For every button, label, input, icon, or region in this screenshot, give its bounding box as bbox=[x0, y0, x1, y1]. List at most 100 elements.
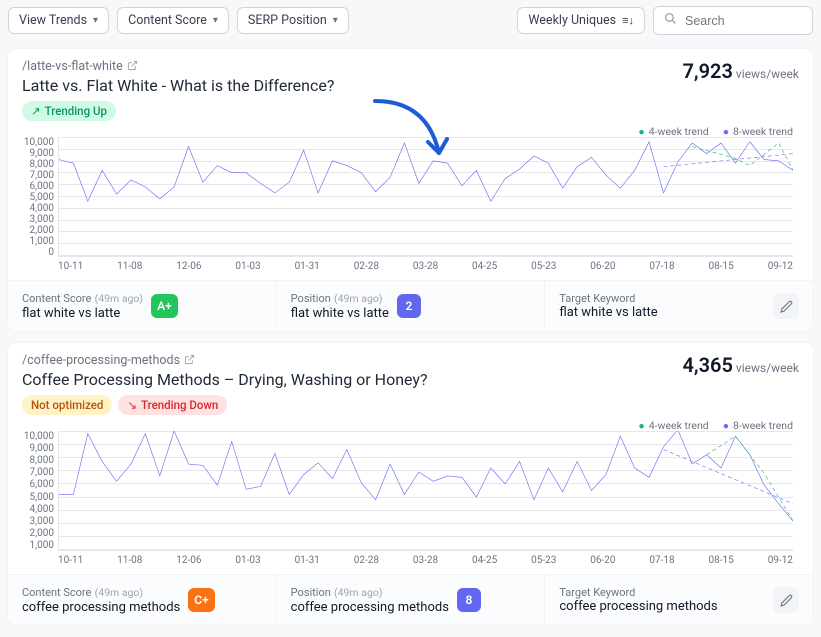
views-number: 4,365 bbox=[683, 353, 733, 377]
status-badge: Not optimized bbox=[22, 395, 112, 415]
status-badge: ↗Trending Up bbox=[22, 101, 116, 121]
score-pill: A+ bbox=[151, 294, 178, 318]
content-card: /coffee-processing-methods Coffee Proces… bbox=[8, 343, 813, 625]
y-tick: 1,000 bbox=[22, 236, 54, 247]
y-tick: 7,000 bbox=[22, 467, 54, 478]
views-label: views/week bbox=[736, 361, 799, 375]
y-tick: 10,000 bbox=[22, 431, 54, 442]
content-card: /latte-vs-flat-white Latte vs. Flat Whit… bbox=[8, 49, 813, 331]
score-label: Content Score bbox=[22, 586, 91, 599]
content-score-cell: Content Score (49m ago) coffee processin… bbox=[8, 575, 277, 625]
x-tick: 06-20 bbox=[590, 261, 615, 272]
y-tick: 4,000 bbox=[22, 203, 54, 214]
page-slug[interactable]: /coffee-processing-methods bbox=[22, 353, 428, 368]
y-axis: 10,0009,0008,0007,0006,0005,0004,0003,00… bbox=[22, 125, 58, 275]
x-tick: 01-31 bbox=[295, 555, 320, 566]
score-age: (49m ago) bbox=[95, 292, 143, 305]
toolbar: View Trends▾Content Score▾SERP Position▾… bbox=[0, 0, 821, 45]
edit-keyword-button[interactable] bbox=[773, 293, 799, 319]
x-tick: 06-20 bbox=[590, 555, 615, 566]
y-tick: 6,000 bbox=[22, 181, 54, 192]
chart-plot[interactable] bbox=[58, 431, 793, 551]
x-tick: 01-03 bbox=[235, 261, 260, 272]
x-tick: 12-06 bbox=[176, 555, 201, 566]
x-tick: 02-28 bbox=[354, 555, 379, 566]
search-input[interactable] bbox=[683, 13, 802, 29]
x-tick: 04-25 bbox=[472, 261, 497, 272]
y-tick: 5,000 bbox=[22, 192, 54, 203]
x-tick: 01-03 bbox=[235, 555, 260, 566]
views-count: 7,923views/week bbox=[683, 59, 800, 83]
position-keyword: coffee processing methods bbox=[291, 600, 449, 615]
position-label: Position bbox=[291, 586, 331, 599]
keyword-label: Target Keyword bbox=[559, 586, 717, 599]
status-badge: ↘Trending Down bbox=[118, 395, 227, 415]
search-icon bbox=[664, 12, 677, 29]
chevron-down-icon: ▾ bbox=[213, 15, 218, 26]
filter-dropdown[interactable]: Content Score ▾ bbox=[117, 7, 229, 34]
filter-dropdown[interactable]: SERP Position▾ bbox=[237, 7, 349, 34]
x-tick: 01-31 bbox=[295, 261, 320, 272]
y-tick: 0 bbox=[22, 247, 54, 258]
x-tick: 10-11 bbox=[58, 261, 83, 272]
y-tick: 2,000 bbox=[22, 528, 54, 539]
y-tick: 3,000 bbox=[22, 214, 54, 225]
x-tick: 10-11 bbox=[58, 555, 83, 566]
search-box[interactable] bbox=[653, 6, 813, 35]
slug-text: /coffee-processing-methods bbox=[22, 353, 180, 368]
card-footer: Content Score (49m ago) coffee processin… bbox=[8, 574, 813, 625]
y-tick: 2,000 bbox=[22, 225, 54, 236]
x-tick: 08-15 bbox=[709, 261, 734, 272]
target-keyword-cell: Target Keyword coffee processing methods bbox=[545, 575, 813, 625]
keyword-label: Target Keyword bbox=[559, 292, 657, 305]
page-title: Latte vs. Flat White - What is the Diffe… bbox=[22, 76, 334, 95]
chart-container: 4-week trend 8-week trend 10,0009,0008,0… bbox=[22, 125, 799, 272]
score-label: Content Score bbox=[22, 292, 91, 305]
keyword-value: flat white vs latte bbox=[559, 305, 657, 320]
dropdown-label: Content Score bbox=[128, 13, 207, 28]
y-tick: 6,000 bbox=[22, 479, 54, 490]
y-tick: 8,000 bbox=[22, 455, 54, 466]
position-cell: Position (49m ago) coffee processing met… bbox=[277, 575, 546, 625]
y-tick: 10,000 bbox=[22, 137, 54, 148]
position-keyword: flat white vs latte bbox=[291, 306, 389, 321]
y-tick: 9,000 bbox=[22, 148, 54, 159]
content-score-cell: Content Score (49m ago) flat white vs la… bbox=[8, 281, 277, 331]
position-age: (49m ago) bbox=[334, 292, 382, 305]
x-tick: 05-23 bbox=[531, 261, 556, 272]
external-link-icon bbox=[127, 60, 138, 74]
chevron-down-icon: ▾ bbox=[333, 15, 338, 26]
y-tick: 5,000 bbox=[22, 492, 54, 503]
y-tick: 7,000 bbox=[22, 170, 54, 181]
x-tick: 11-08 bbox=[117, 555, 142, 566]
position-label: Position bbox=[291, 292, 331, 305]
x-tick: 03-28 bbox=[413, 261, 438, 272]
position-age: (49m ago) bbox=[334, 586, 382, 599]
x-axis: 10-1111-0812-0601-0301-3102-2803-2804-25… bbox=[22, 261, 799, 272]
y-axis: 10,0009,0008,0007,0006,000 5,0004,0003,00… bbox=[22, 419, 58, 569]
views-label: views/week bbox=[736, 67, 799, 81]
filter-dropdown[interactable]: View Trends▾ bbox=[8, 7, 109, 34]
edit-keyword-button[interactable] bbox=[773, 587, 799, 613]
sort-icon: ≡↓ bbox=[622, 14, 634, 27]
x-tick: 02-28 bbox=[354, 261, 379, 272]
y-tick: 1,000 bbox=[22, 540, 54, 551]
x-tick: 05-23 bbox=[531, 555, 556, 566]
trend-icon: ↘ bbox=[127, 398, 137, 412]
badges: Not optimized ↘Trending Down bbox=[22, 395, 428, 415]
chart-plot[interactable] bbox=[58, 137, 793, 257]
page-slug[interactable]: /latte-vs-flat-white bbox=[22, 59, 334, 74]
y-tick: 4,000 bbox=[22, 504, 54, 515]
score-pill: C+ bbox=[188, 588, 214, 612]
y-tick: 3,000 bbox=[22, 516, 54, 527]
x-tick: 07-18 bbox=[649, 261, 674, 272]
chart-svg bbox=[59, 431, 793, 550]
weekly-uniques-dropdown[interactable]: Weekly Uniques ≡↓ bbox=[517, 7, 645, 34]
y-tick: 9,000 bbox=[22, 443, 54, 454]
views-number: 7,923 bbox=[683, 59, 733, 83]
x-tick: 09-12 bbox=[768, 555, 793, 566]
external-link-icon bbox=[184, 354, 195, 368]
weekly-uniques-label: Weekly Uniques bbox=[528, 13, 616, 28]
x-tick: 04-25 bbox=[472, 555, 497, 566]
chevron-down-icon: ▾ bbox=[93, 15, 98, 26]
